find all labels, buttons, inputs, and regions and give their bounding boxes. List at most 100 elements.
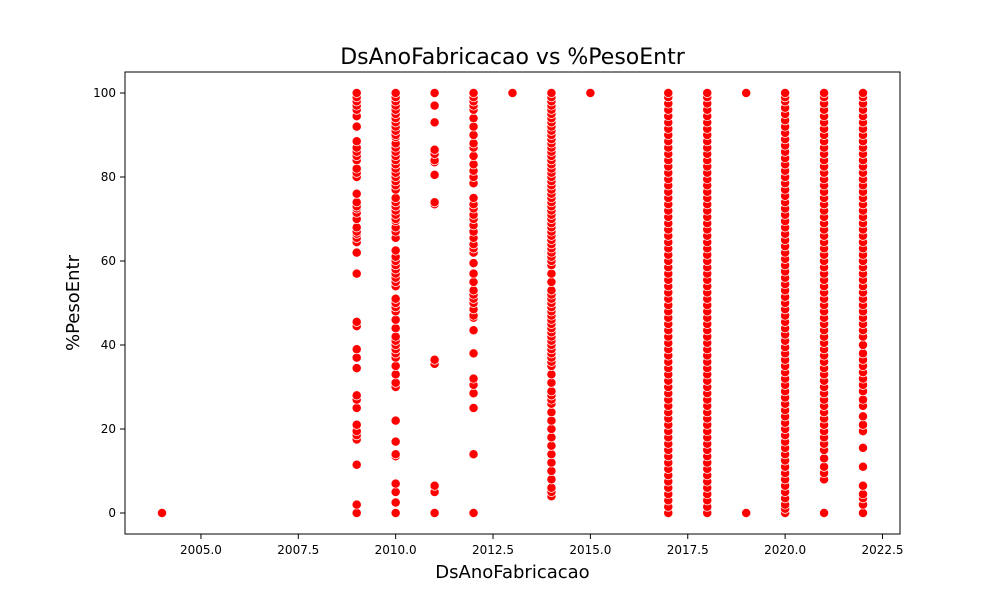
data-point xyxy=(429,117,440,128)
data-point xyxy=(546,407,557,418)
data-point xyxy=(351,419,362,430)
data-point xyxy=(390,487,401,497)
y-axis-label: %PesoEntr xyxy=(63,254,84,351)
data-point xyxy=(468,268,479,279)
data-point xyxy=(546,424,557,434)
data-point xyxy=(351,121,362,132)
data-point xyxy=(351,390,362,401)
x-tick-label: 2022.5 xyxy=(861,543,903,557)
data-point xyxy=(351,352,362,363)
data-point xyxy=(390,245,401,256)
data-point xyxy=(858,394,868,405)
data-point xyxy=(390,369,401,380)
data-point xyxy=(429,354,440,365)
data-point xyxy=(546,466,557,476)
data-point xyxy=(468,193,479,203)
plot-area xyxy=(124,71,901,535)
x-tick-label: 2007.5 xyxy=(277,543,319,557)
data-point xyxy=(702,88,713,98)
data-point xyxy=(819,453,830,464)
data-point xyxy=(351,459,362,470)
data-point xyxy=(819,461,830,472)
y-tick-label: 100 xyxy=(93,86,116,100)
x-tick-label: 2020.0 xyxy=(764,543,806,557)
data-point xyxy=(546,474,557,485)
plot-frame xyxy=(124,71,901,535)
data-point xyxy=(468,348,479,359)
data-point xyxy=(351,316,362,327)
data-point xyxy=(468,373,479,384)
data-point xyxy=(468,388,479,399)
data-point xyxy=(390,293,401,304)
data-point xyxy=(390,193,401,203)
data-point xyxy=(157,508,167,518)
data-point xyxy=(351,499,362,510)
data-point xyxy=(468,151,479,161)
data-point xyxy=(546,386,557,397)
x-tick-label: 2017.5 xyxy=(667,543,709,557)
data-point xyxy=(546,449,557,460)
data-point xyxy=(429,480,440,491)
data-point xyxy=(390,314,401,325)
data-point xyxy=(351,268,362,279)
data-point xyxy=(429,88,440,98)
data-point xyxy=(468,325,479,336)
chart-title: DsAnoFabricacao vs %PesoEntr xyxy=(340,45,685,70)
data-point xyxy=(429,197,440,208)
y-tick-label: 0 xyxy=(108,506,116,520)
data-point xyxy=(351,136,362,147)
data-point xyxy=(546,88,557,98)
data-point xyxy=(390,508,401,518)
data-point xyxy=(858,88,868,98)
data-point xyxy=(468,403,479,413)
data-point xyxy=(390,415,401,426)
data-point xyxy=(858,461,868,472)
data-point xyxy=(546,277,557,287)
data-point xyxy=(858,340,868,350)
data-point xyxy=(429,144,440,155)
data-point xyxy=(858,442,868,453)
data-point xyxy=(468,138,479,149)
data-point xyxy=(351,344,362,355)
data-point xyxy=(468,258,479,269)
data-point xyxy=(351,188,362,199)
data-point xyxy=(858,411,868,422)
data-point xyxy=(390,436,401,447)
y-tick-label: 60 xyxy=(101,254,116,268)
data-point xyxy=(741,508,752,518)
data-point xyxy=(351,163,362,174)
data-point xyxy=(546,377,557,388)
data-point xyxy=(351,363,362,374)
data-point xyxy=(546,457,557,468)
data-point xyxy=(819,508,830,518)
y-tick-label: 40 xyxy=(101,338,116,352)
data-point xyxy=(546,415,557,426)
x-axis: 2005.0 2007.5 2010.0 2012.5 2015.0 2017.5 2020… xyxy=(180,534,903,557)
data-point xyxy=(858,508,868,518)
data-point xyxy=(468,277,479,287)
data-point xyxy=(546,285,557,296)
y-tick-label: 80 xyxy=(101,170,116,184)
data-point xyxy=(507,88,518,98)
data-point xyxy=(429,169,440,180)
data-point xyxy=(351,197,362,208)
data-point xyxy=(468,449,479,460)
data-point xyxy=(546,482,557,493)
data-point xyxy=(390,478,401,489)
data-point xyxy=(390,331,401,342)
data-point xyxy=(468,88,479,98)
data-point xyxy=(468,113,479,124)
x-tick-label: 2015.0 xyxy=(569,543,611,557)
data-point xyxy=(819,88,830,98)
data-point xyxy=(390,323,401,334)
y-tick-label: 20 xyxy=(101,422,116,436)
data-point xyxy=(468,159,479,170)
data-point xyxy=(858,489,868,500)
data-point xyxy=(546,432,557,443)
data-point xyxy=(858,348,868,359)
data-point xyxy=(741,88,752,98)
y-axis: 0 20 40 60 80 100 xyxy=(93,86,125,520)
data-point xyxy=(351,222,362,233)
data-point xyxy=(780,88,791,98)
